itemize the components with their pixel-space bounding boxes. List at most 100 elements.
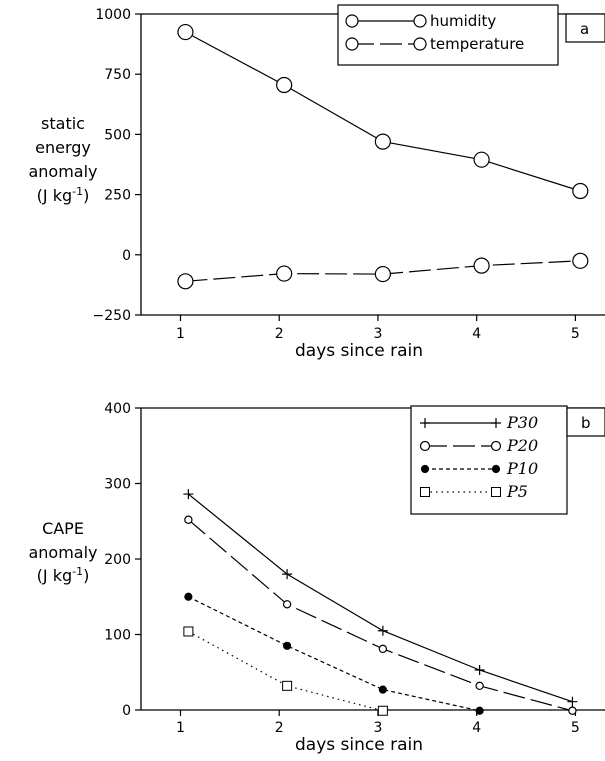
y-tick-label: −250 [93, 308, 131, 324]
data-point [377, 625, 388, 636]
legend-marker [420, 464, 430, 474]
y-axis-unit: (J kg-1) [37, 565, 90, 585]
y-tick-label: 0 [122, 248, 131, 264]
x-tick-label: 4 [472, 720, 481, 736]
y-tick-label: 750 [104, 67, 131, 83]
x-tick-label: 5 [571, 326, 580, 342]
data-point [374, 133, 391, 150]
series-humidity [177, 23, 589, 200]
data-point [177, 273, 194, 290]
x-tick-label: 1 [176, 720, 185, 736]
y-axis-label-line: energy [35, 138, 91, 157]
legend-marker [345, 37, 359, 51]
panel-a: −250 0 250 500 750 1000 1 2 3 4 5 days since rain st… [28, 4, 605, 361]
y-axis-label-line: CAPE [42, 519, 84, 538]
y-axis-unit-sup: -1 [72, 185, 83, 198]
y-axis-unit-post: ) [83, 566, 89, 585]
y-tick-label: 0 [122, 703, 131, 719]
data-point [283, 641, 292, 650]
legend-marker [345, 14, 359, 28]
data-point [377, 705, 388, 716]
data-point [282, 680, 293, 691]
legend-entry: P20 [419, 436, 538, 455]
data-point [282, 569, 293, 580]
legend-label: P30 [506, 413, 538, 432]
data-point [184, 515, 193, 524]
y-axis-unit-sup: -1 [72, 565, 83, 578]
x-axis-label: days since rain [295, 735, 423, 755]
x-tick-label: 5 [571, 720, 580, 736]
panel-label-box [565, 13, 605, 43]
y-tick-label: 500 [104, 127, 131, 143]
y-axis-unit: (J kg-1) [37, 185, 90, 205]
x-tick-label: 4 [472, 326, 481, 342]
series-P10 [184, 592, 484, 715]
legend-box [337, 4, 559, 66]
x-tick-label: 3 [373, 720, 382, 736]
y-axis-label-line: anomaly [28, 543, 97, 562]
y-axis-label-line: anomaly [28, 162, 97, 181]
legend-entry: P30 [420, 413, 538, 432]
y-axis-unit-post: ) [83, 186, 89, 205]
legend-entry: temperature [345, 35, 524, 53]
data-point [473, 257, 490, 274]
y-tick-label: 250 [104, 188, 131, 204]
y-axis-unit-pre: (J kg [37, 186, 72, 205]
y-tick-label: 1000 [95, 7, 131, 23]
legend-marker [419, 440, 431, 452]
data-point [475, 706, 484, 715]
legend-marker [413, 14, 427, 28]
y-axis-label-line: static [41, 114, 85, 133]
legend-marker [420, 418, 430, 428]
panel-label: b [581, 414, 591, 432]
legend-label: humidity [430, 12, 496, 30]
data-point [475, 681, 484, 691]
legend: P30 P20 P10 P5 [410, 405, 568, 515]
data-point [282, 600, 292, 609]
legend-marker [420, 487, 430, 497]
legend-entry: P10 [420, 459, 538, 478]
data-point [184, 592, 193, 601]
data-point [276, 265, 293, 282]
legend-label: temperature [430, 35, 524, 53]
data-point [378, 644, 388, 654]
legend-entry: P5 [420, 482, 528, 501]
panel-label-box [566, 407, 605, 437]
x-tick-label: 1 [176, 326, 185, 342]
x-tick-label: 3 [373, 326, 382, 342]
y-tick-label: 100 [104, 628, 131, 644]
series-P20 [184, 515, 577, 715]
y-tick-label: 200 [104, 552, 131, 568]
series-P30 [183, 489, 578, 707]
legend-marker [491, 464, 501, 474]
data-point [177, 23, 194, 41]
legend-label: P5 [506, 482, 528, 501]
series-line [188, 596, 480, 712]
data-point [473, 151, 490, 168]
x-axis-label: days since rain [295, 341, 423, 361]
legend-label: P10 [506, 459, 538, 478]
data-point [276, 76, 293, 94]
legend-marker [490, 440, 502, 452]
data-point [378, 685, 387, 694]
data-point [183, 626, 194, 637]
legend-box [410, 405, 568, 515]
data-point [474, 664, 485, 675]
legend-marker [491, 418, 501, 428]
x-tick-label: 2 [275, 326, 284, 342]
data-point [567, 696, 578, 707]
legend-marker [491, 487, 501, 497]
y-axis-unit-pre: (J kg [37, 566, 72, 585]
series-line [188, 493, 573, 703]
legend: humidity temperature [337, 4, 559, 66]
panel-label: a [580, 20, 589, 38]
legend-marker [413, 37, 427, 51]
data-point [568, 706, 577, 715]
y-tick-label: 400 [104, 401, 131, 417]
y-tick-label: 300 [104, 477, 131, 493]
panel-b: 0 100 200 300 400 1 2 3 4 5 days since rain CAPE ano… [28, 401, 605, 755]
data-point [572, 252, 589, 269]
series-temperature [177, 252, 589, 290]
data-point [572, 182, 589, 200]
